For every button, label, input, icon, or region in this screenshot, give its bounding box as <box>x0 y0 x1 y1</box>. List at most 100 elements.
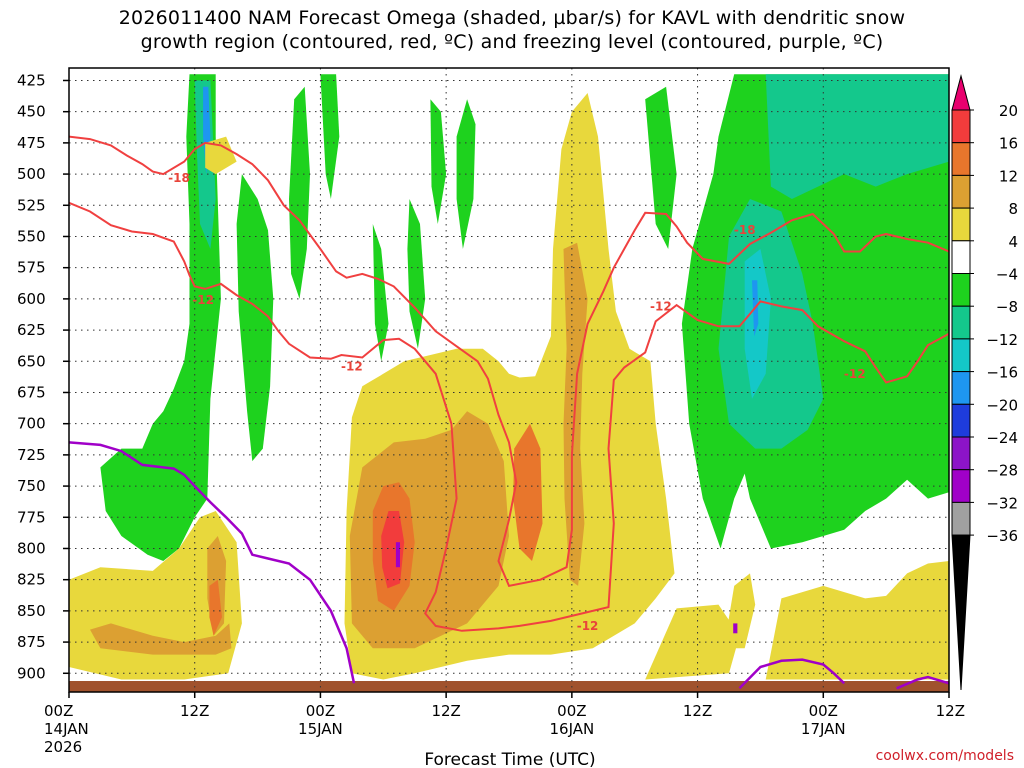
isotherm-upper-line <box>69 135 949 588</box>
plot-frame <box>68 67 950 693</box>
x-date-label: 16JAN <box>549 720 594 738</box>
colorbar-band <box>951 469 971 503</box>
colorbar-band <box>951 142 971 176</box>
freezing-level-right-a <box>738 658 846 690</box>
shade-red-core <box>381 511 405 589</box>
colorbar-band <box>951 338 971 373</box>
colorbar-band <box>951 207 971 242</box>
shade-yellow-right <box>765 561 949 680</box>
x-date-label: 14JAN <box>44 720 89 738</box>
colorbar-band <box>951 403 971 438</box>
colorbar-label: 4 <box>1008 233 1018 251</box>
contour-label: -12 <box>577 619 599 633</box>
colorbar-label: −32 <box>986 494 1018 512</box>
shade-orange-left <box>209 579 222 636</box>
colorbar-bottom-arrow <box>951 534 971 691</box>
freezing-level-right-b <box>896 675 949 690</box>
contour-label: -12 <box>844 367 866 381</box>
x-tick-label: 12Z <box>180 702 209 720</box>
y-tick-label: 450 <box>17 103 46 121</box>
y-tick-label: 575 <box>17 259 46 277</box>
y-tick-label: 900 <box>17 664 46 682</box>
colorbar-label: 20 <box>999 102 1018 120</box>
colorbar-band <box>951 501 971 536</box>
shade-yellow-small <box>723 573 756 649</box>
y-tick-label: 875 <box>17 633 46 651</box>
shade-purple-spot <box>395 542 400 568</box>
x-tick-label: 00Z <box>809 702 838 720</box>
x-year-label: 2026 <box>44 738 82 756</box>
shade-gold-column <box>563 242 588 586</box>
freezing-level-left <box>69 441 356 684</box>
x-date-label: 17JAN <box>801 720 846 738</box>
shade-purple-dot <box>733 623 738 634</box>
colorbar: 20 16 12 8 4 −4 −8 −12 −16 −20 −24 −28 −32 −36 <box>951 74 1018 691</box>
grid <box>69 68 949 692</box>
shade-green-strip-e <box>407 199 426 349</box>
colorbar-band <box>951 371 971 405</box>
shade-green-strip-c <box>320 74 340 199</box>
colorbar-band <box>951 174 971 209</box>
contour-label: -18 <box>734 223 756 237</box>
x-tick-label: 00Z <box>44 702 73 720</box>
shade-yellow-mid-low <box>645 604 740 680</box>
y-tick-label: 675 <box>17 383 46 401</box>
y-tick-label: 775 <box>17 508 46 526</box>
contour-label: -12 <box>192 293 214 307</box>
shade-green-strip-f <box>430 99 447 224</box>
colorbar-label: −8 <box>996 298 1018 316</box>
chart-title-line1: 2026011400 NAM Forecast Omega (shaded, µ… <box>118 7 906 29</box>
y-tick-label: 525 <box>17 196 46 214</box>
colorbar-label: −28 <box>986 462 1018 480</box>
x-tick-label: 00Z <box>557 702 586 720</box>
colorbar-label: 8 <box>1008 200 1018 218</box>
shade-green-left <box>100 74 221 561</box>
y-tick-label: 750 <box>17 477 46 495</box>
isotherm-lower-line <box>69 201 949 632</box>
x-tick-label: 12Z <box>683 702 712 720</box>
terrain <box>69 681 949 692</box>
y-tick-label: 550 <box>17 227 46 245</box>
shade-green-strip-b <box>289 86 310 299</box>
shade-teal-top <box>765 74 949 199</box>
colorbar-label: 12 <box>999 167 1018 185</box>
y-tick-label: 500 <box>17 165 46 183</box>
x-axis-title: Forecast Time (UTC) <box>424 750 595 768</box>
y-tick-label: 475 <box>17 134 46 152</box>
contour-label: -12 <box>650 299 672 313</box>
shade-yellow-upper <box>205 136 237 175</box>
colorbar-band <box>951 305 971 340</box>
y-tick-label: 425 <box>17 71 46 89</box>
colorbar-label: −36 <box>986 527 1018 545</box>
y-tick-label: 600 <box>17 290 46 308</box>
credit-text: coolwx.com/models <box>876 748 1014 764</box>
shade-green-strip-h <box>645 86 677 249</box>
shade-green-strip-a <box>236 174 274 462</box>
y-axis: 425 450 475 500 525 550 575 600 625 650 675 700 725 7… <box>17 71 69 682</box>
colorbar-label: −12 <box>986 331 1018 349</box>
chart-title: 2026011400 NAM Forecast Omega (shaded, µ… <box>0 6 1024 54</box>
shade-green-strip-d <box>372 224 389 362</box>
x-tick-label: 12Z <box>936 702 965 720</box>
colorbar-band <box>951 240 971 275</box>
y-tick-label: 800 <box>17 539 46 557</box>
y-tick-label: 700 <box>17 415 46 433</box>
contour-label: -12 <box>341 359 363 373</box>
colorbar-band <box>951 109 971 144</box>
colorbar-band <box>951 273 971 307</box>
omega-shading <box>69 74 949 692</box>
y-tick-label: 850 <box>17 602 46 620</box>
colorbar-label: −4 <box>996 266 1018 284</box>
shade-orange-right <box>513 423 543 561</box>
y-tick-label: 650 <box>17 352 46 370</box>
y-tick-label: 825 <box>17 571 46 589</box>
y-tick-label: 625 <box>17 321 46 339</box>
colorbar-label: −20 <box>986 396 1018 414</box>
colorbar-label: −16 <box>986 364 1018 382</box>
colorbar-label: 16 <box>999 135 1018 153</box>
y-tick-label: 725 <box>17 446 46 464</box>
chart-title-line2: growth region (contoured, red, ºC) and f… <box>140 31 884 53</box>
colorbar-top-arrow <box>951 74 971 111</box>
